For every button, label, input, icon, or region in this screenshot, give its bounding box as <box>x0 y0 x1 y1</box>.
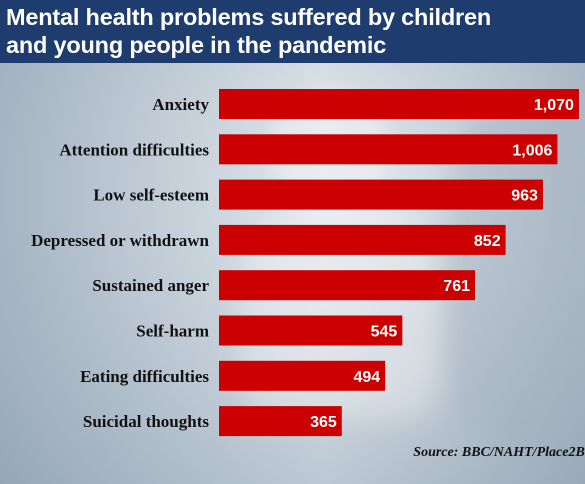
bar-chart: Anxiety 1,070 Attention difficulties 1,006 L… <box>31 89 579 437</box>
category-label: Depressed or withdrawn <box>31 231 209 250</box>
bar-attention-difficulties <box>219 134 558 165</box>
value-label: 761 <box>443 278 470 295</box>
bar-eating-difficulties <box>219 360 386 391</box>
value-label: 494 <box>353 369 380 386</box>
bar-depressed-or-withdrawn <box>219 224 506 255</box>
chart-title-line-1: Mental health problems suffered by child… <box>6 4 491 30</box>
value-label: 1,070 <box>534 97 574 114</box>
value-label: 1,006 <box>512 142 552 159</box>
chart-title: Mental health problems suffered by child… <box>6 3 585 59</box>
bar-suicidal-thoughts <box>219 406 342 437</box>
category-label: Anxiety <box>152 95 209 114</box>
bar-low-self-esteem <box>219 179 543 210</box>
category-label: Attention difficulties <box>59 140 209 159</box>
source-credit: Source: BBC/NAHT/Place2Be <box>413 445 585 460</box>
value-label: 852 <box>474 233 501 250</box>
category-label: Self-harm <box>136 322 209 341</box>
value-label: 963 <box>511 188 538 205</box>
category-label: Suicidal thoughts <box>83 412 210 431</box>
chart-title-line-2: and young people in the pandemic <box>6 32 387 58</box>
category-label: Eating difficulties <box>80 367 209 386</box>
bar-self-harm <box>219 315 403 346</box>
bar-sustained-anger <box>219 270 476 301</box>
value-label: 545 <box>371 324 398 341</box>
value-label: 365 <box>310 414 337 431</box>
bar-anxiety <box>219 89 579 119</box>
category-label: Sustained anger <box>92 276 209 295</box>
title-banner: Mental health problems suffered by child… <box>0 0 585 63</box>
category-label: Low self-esteem <box>93 186 209 205</box>
